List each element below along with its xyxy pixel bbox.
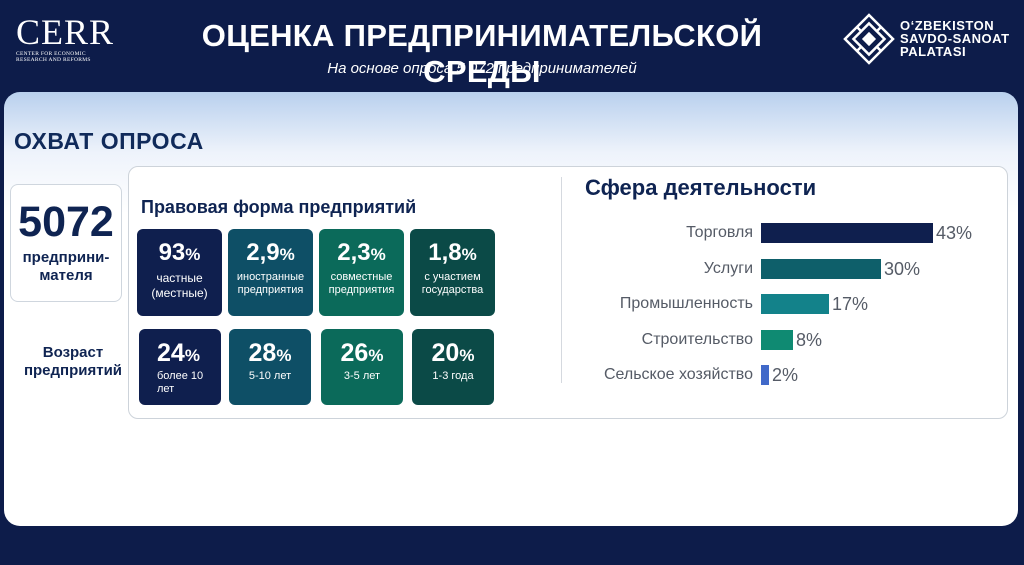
age-tile: 28% 5-10 лет xyxy=(229,329,311,405)
bar-category-label: Торговля xyxy=(686,224,753,241)
tile-label: более 10 лет xyxy=(157,370,204,395)
tile-number: 93 xyxy=(158,239,186,266)
cerr-logo-word: CERR xyxy=(16,12,115,52)
bar-row: Строительство 8% xyxy=(565,329,1005,350)
tile-unit: % xyxy=(276,346,292,365)
chamber-logo-line: SAVDO-SANOAT xyxy=(900,31,1010,46)
tile-value: 24% xyxy=(157,339,221,370)
tile-number: 2,3 xyxy=(337,239,371,266)
legal-form-title: Правовая форма предприятий xyxy=(141,197,417,217)
bar xyxy=(761,223,933,243)
header: CERR Center for Economic Research and Re… xyxy=(0,0,1024,92)
bar-row: Промышленность 17% xyxy=(565,294,1005,314)
section-title: ОХВАТ ОПРОСА xyxy=(14,128,204,154)
tile-value: 2,9% xyxy=(228,239,313,269)
age-tile: 26% 3-5 лет xyxy=(321,329,403,405)
tile-label: 1-3 года xyxy=(432,370,474,382)
bar-value-label: 30% xyxy=(884,258,921,279)
chamber-logo-line: O‘ZBEKISTON xyxy=(900,18,995,33)
tile-label: совместные предприятия xyxy=(328,271,395,296)
respondents-count: 5072 xyxy=(18,198,114,246)
tile-value: 26% xyxy=(321,339,403,370)
tile-number: 1,8 xyxy=(428,239,462,266)
tile-unit: % xyxy=(184,346,200,365)
tile-unit: % xyxy=(461,245,477,264)
bar-row: Сельское хозяйство 2% xyxy=(565,365,1005,385)
tile-label: с участием государства xyxy=(421,271,484,296)
tile-value: 1,8% xyxy=(410,239,495,269)
tile-number: 24 xyxy=(157,339,185,367)
bar-category-label: Промышленность xyxy=(619,295,753,312)
bar xyxy=(761,365,769,385)
tile-number: 20 xyxy=(431,339,460,367)
page-title: ОЦЕНКА ПРЕДПРИНИМАТЕЛЬСКОЙ СРЕДЫ xyxy=(201,18,763,89)
tile-label: 3-5 лет xyxy=(343,370,381,382)
tile-number: 28 xyxy=(248,339,277,367)
main-panel: ОХВАТ ОПРОСА 5072 предприни­мателя Возра… xyxy=(4,92,1018,526)
sphere-title: Сфера деятельности xyxy=(585,175,817,200)
tile-label: иностранные предприятия xyxy=(236,271,305,296)
tile-value: 93% xyxy=(137,239,222,269)
legal-form-tile: 93% частные (местные) xyxy=(137,229,222,316)
respondents-card: 5072 предприни­мателя xyxy=(10,184,122,302)
bar-category-label: Услуги xyxy=(703,259,753,277)
bar-value-label: 8% xyxy=(796,329,823,350)
tile-number: 2,9 xyxy=(246,239,280,266)
bar xyxy=(761,258,881,279)
bar-value-label: 17% xyxy=(832,294,869,314)
bar-value-label: 43% xyxy=(936,223,973,243)
bar xyxy=(761,329,793,350)
tile-unit: % xyxy=(185,245,201,264)
tile-unit: % xyxy=(279,245,295,264)
legal-form-tile: 2,3% совместные предприятия xyxy=(319,229,404,316)
cerr-logo: CERR Center for Economic Research and Re… xyxy=(16,14,134,64)
tile-value: 28% xyxy=(229,339,311,370)
age-title: Возраст предприятий xyxy=(23,344,123,379)
cerr-logo-subtitle: Center for Economic Research and Reforms xyxy=(16,51,91,63)
respondents-label: предприни­мателя xyxy=(22,249,110,284)
survey-coverage-card: Правовая форма предприятий 93% частные (… xyxy=(128,166,1008,419)
bar-category-label: Строительство xyxy=(641,330,753,348)
tile-value: 2,3% xyxy=(319,239,404,269)
age-tile: 24% более 10 лет xyxy=(139,329,221,405)
chamber-logo-line: PALATASI xyxy=(900,44,967,59)
legal-form-tile: 2,9% иностранные предприятия xyxy=(228,229,313,316)
tile-unit: % xyxy=(370,245,386,264)
bar-row: Услуги 30% xyxy=(565,258,1005,279)
chamber-emblem-icon xyxy=(843,13,895,65)
chamber-logo: O‘ZBEKISTON SAVDO-SANOAT PALATASI xyxy=(842,12,1017,68)
bar-value-label: 2% xyxy=(772,365,799,385)
tile-number: 26 xyxy=(340,339,369,367)
bar xyxy=(761,294,829,314)
page-subtitle: На основе опроса 5 072 предпринимателей xyxy=(327,60,637,77)
tile-label: 5-10 лет xyxy=(248,370,292,382)
divider xyxy=(561,177,562,383)
tile-unit: % xyxy=(459,346,475,365)
legal-form-tile: 1,8% с участием государства xyxy=(410,229,495,316)
chamber-logo-text: O‘ZBEKISTON SAVDO-SANOAT PALATASI xyxy=(900,19,1010,58)
tile-label: частные (местные) xyxy=(151,271,208,300)
tile-value: 20% xyxy=(412,339,494,370)
bar-category-label: Сельское хозяйство xyxy=(603,366,753,383)
age-tile: 20% 1-3 года xyxy=(412,329,494,405)
tile-unit: % xyxy=(368,346,384,365)
bar-row: Торговля 43% xyxy=(565,223,1005,243)
